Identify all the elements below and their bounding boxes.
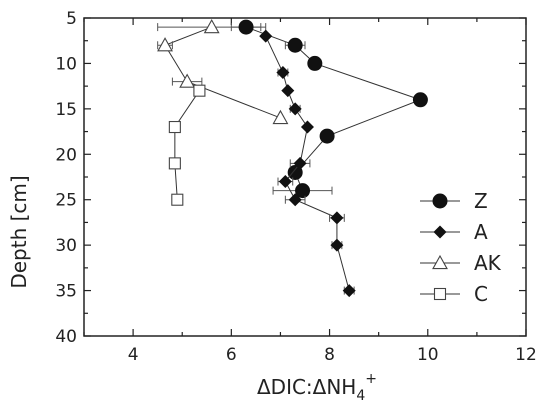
legend-item-c: C	[420, 282, 488, 306]
y-tick-label: 20	[55, 145, 77, 165]
x-axis-title-sub: 4	[356, 388, 365, 404]
data-point	[179, 73, 196, 88]
data-point	[272, 109, 289, 125]
data-point	[281, 84, 295, 98]
plot-frame	[83, 17, 527, 337]
data-point	[295, 183, 311, 199]
data-point	[288, 193, 302, 207]
data-point	[193, 84, 206, 97]
data-point	[287, 164, 303, 180]
y-tick-label: 40	[55, 327, 77, 347]
legend-label: Z	[474, 189, 488, 213]
x-tick-label: 6	[226, 345, 237, 365]
legend-marker	[432, 254, 448, 270]
legend-label: C	[474, 282, 488, 306]
legend-marker	[432, 193, 448, 209]
series-layer	[157, 18, 428, 298]
data-point	[287, 37, 303, 53]
data-point	[157, 37, 173, 52]
data-point	[203, 18, 220, 34]
x-axis-title-sup: +	[365, 371, 377, 387]
tick-labels: 4 6 8 10 12 5 10 15 20 25 30 35 40	[55, 9, 536, 365]
data-point	[330, 211, 344, 225]
series-c	[168, 84, 206, 206]
data-point	[412, 92, 428, 108]
ticks	[83, 17, 527, 337]
data-point	[171, 193, 184, 206]
legend-item-a: A	[420, 220, 488, 244]
data-point	[168, 157, 181, 170]
data-point	[300, 120, 314, 134]
data-point	[288, 102, 302, 116]
legend-item-ak: AK	[420, 251, 502, 275]
data-point	[168, 120, 181, 134]
data-point	[319, 128, 335, 144]
y-tick-label: 30	[55, 236, 77, 256]
data-point	[307, 55, 323, 71]
legend-label: AK	[474, 251, 502, 275]
legend-marker	[433, 225, 447, 239]
x-axis-title: ΔDIC:ΔNH4+	[257, 371, 377, 404]
y-tick-label: 35	[55, 282, 77, 302]
series-z	[230, 19, 428, 199]
y-tick-label: 15	[55, 100, 77, 120]
x-axis-title-main: ΔDIC:ΔNH	[257, 375, 356, 399]
data-point	[293, 156, 307, 170]
y-tick-label: 5	[66, 9, 77, 29]
x-tick-label: 4	[128, 345, 139, 365]
data-point	[342, 284, 356, 298]
series-a	[259, 29, 356, 298]
data-point	[276, 66, 290, 80]
data-point	[238, 19, 254, 35]
x-tick-label: 10	[417, 345, 439, 365]
legend-marker	[433, 287, 447, 301]
x-tick-label: 12	[515, 345, 537, 365]
y-axis-title: Depth [cm]	[7, 175, 31, 288]
data-point	[278, 175, 292, 189]
data-point	[259, 29, 273, 43]
x-tick-label: 8	[324, 345, 335, 365]
series-line	[245, 26, 422, 191]
series-line	[174, 90, 200, 200]
legend: ZA AK C	[420, 189, 502, 306]
data-point	[330, 238, 344, 252]
legend-item-z: Z	[420, 189, 488, 213]
y-tick-label: 25	[55, 191, 77, 211]
series-line	[164, 26, 281, 119]
y-tick-label: 10	[55, 54, 77, 74]
legend-label: A	[474, 220, 488, 244]
